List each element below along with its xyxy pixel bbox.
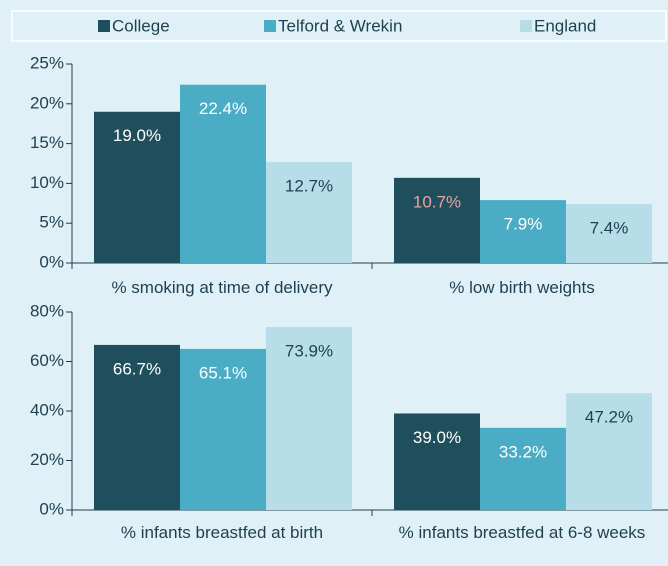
- legend-label: England: [534, 16, 596, 35]
- value-label: 19.0%: [113, 126, 161, 145]
- legend-label: College: [112, 16, 170, 35]
- bar: [266, 327, 352, 510]
- legend-swatch: [520, 20, 532, 32]
- y-tick-label: 20%: [30, 450, 64, 469]
- value-label: 66.7%: [113, 359, 161, 378]
- legend-swatch: [98, 20, 110, 32]
- x-tick-label-box: % infants breastfed at 6-8 weeks: [398, 523, 646, 542]
- x-tick-label-box: % smoking at time of delivery: [111, 278, 333, 297]
- x-tick-label-box: % infants breastfed at birth: [120, 523, 324, 542]
- legend-label: Telford & Wrekin: [278, 16, 402, 35]
- value-label: 7.9%: [504, 215, 543, 234]
- legend-swatch: [264, 20, 276, 32]
- bar: [566, 204, 652, 263]
- y-tick-label: 0%: [39, 499, 64, 518]
- value-label: 65.1%: [199, 363, 247, 382]
- x-tick-label: % low birth weights: [449, 278, 595, 297]
- y-tick-label: 60%: [30, 351, 64, 370]
- y-tick-label: 80%: [30, 301, 64, 320]
- value-label: 7.4%: [590, 219, 629, 238]
- value-label: 73.9%: [285, 342, 333, 361]
- y-tick-label: 10%: [30, 173, 64, 192]
- bar: [180, 84, 266, 263]
- bar: [394, 413, 480, 510]
- y-tick-label: 25%: [30, 53, 64, 72]
- x-tick-label: % infants breastfed at 6-8 weeks: [398, 523, 646, 542]
- bar: [480, 200, 566, 263]
- y-tick-label: 20%: [30, 93, 64, 112]
- x-tick-label: % smoking at time of delivery: [111, 278, 333, 297]
- legend-box: [11, 10, 667, 42]
- x-tick-label: % infants breastfed at birth: [120, 523, 324, 542]
- bar: [94, 111, 180, 263]
- bar: [180, 348, 266, 510]
- y-tick-label: 5%: [39, 213, 64, 232]
- value-label: 12.7%: [285, 176, 333, 195]
- value-label: 33.2%: [499, 442, 547, 461]
- value-label: 39.0%: [413, 428, 461, 447]
- value-label: 10.7%: [413, 192, 461, 211]
- bar: [480, 427, 566, 510]
- value-label: 22.4%: [199, 99, 247, 118]
- bar: [94, 344, 180, 510]
- bar: [394, 177, 480, 263]
- y-tick-label: 15%: [30, 133, 64, 152]
- y-tick-label: 40%: [30, 400, 64, 419]
- bar: [566, 393, 652, 510]
- bar: [266, 161, 352, 263]
- x-tick-label-box: % low birth weights: [449, 278, 595, 297]
- y-tick-label: 0%: [39, 252, 64, 271]
- value-label: 47.2%: [585, 408, 633, 427]
